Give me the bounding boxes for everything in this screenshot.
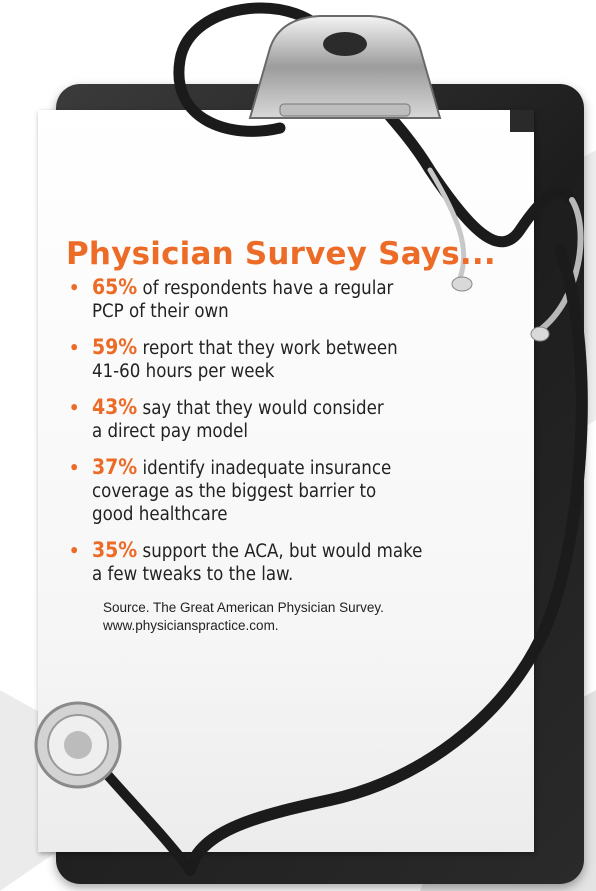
bullet-icon: •: [69, 278, 80, 299]
bullet-icon: •: [69, 458, 80, 479]
point-text: report that they work between: [137, 338, 398, 359]
percent-value: 35%: [92, 538, 138, 562]
point-text: PCP of their own: [92, 301, 229, 322]
source-citation: Source. The Great American Physician Sur…: [66, 599, 546, 635]
point-text: good healthcare: [92, 504, 228, 525]
list-item: • 37% identify inadequate insurance cove…: [66, 456, 546, 526]
list-item: • 65% of respondents have a regular PCP …: [66, 276, 546, 323]
percent-value: 65%: [92, 275, 138, 299]
bullet-icon: •: [69, 398, 80, 419]
source-line: Source. The Great American Physician Sur…: [103, 600, 384, 615]
survey-points-list: • 65% of respondents have a regular PCP …: [66, 276, 546, 586]
point-text: of respondents have a regular: [137, 278, 394, 299]
clipboard-clip-icon: [248, 15, 442, 119]
point-text: say that they would consider: [137, 398, 384, 419]
source-url: www.physicianspractice.com.: [103, 618, 279, 633]
percent-value: 59%: [92, 335, 138, 359]
point-text: 41-60 hours per week: [92, 361, 275, 382]
percent-value: 37%: [92, 455, 138, 479]
page-title: Physician Survey Says...: [66, 236, 496, 272]
bullet-icon: •: [69, 541, 80, 562]
point-text: a direct pay model: [92, 421, 249, 442]
list-item: • 35% support the ACA, but would make a …: [66, 539, 546, 586]
survey-content: Physician Survey Says... • 65% of respon…: [66, 236, 546, 635]
list-item: • 59% report that they work between 41-6…: [66, 336, 546, 383]
list-item: • 43% say that they would consider a dir…: [66, 396, 546, 443]
point-text: identify inadequate insurance: [137, 458, 392, 479]
point-text: coverage as the biggest barrier to: [92, 481, 377, 502]
paper-corner-notch: [510, 110, 534, 132]
point-text: support the ACA, but would make: [137, 541, 423, 562]
point-text: a few tweaks to the law.: [92, 564, 294, 585]
bullet-icon: •: [69, 338, 80, 359]
percent-value: 43%: [92, 395, 138, 419]
